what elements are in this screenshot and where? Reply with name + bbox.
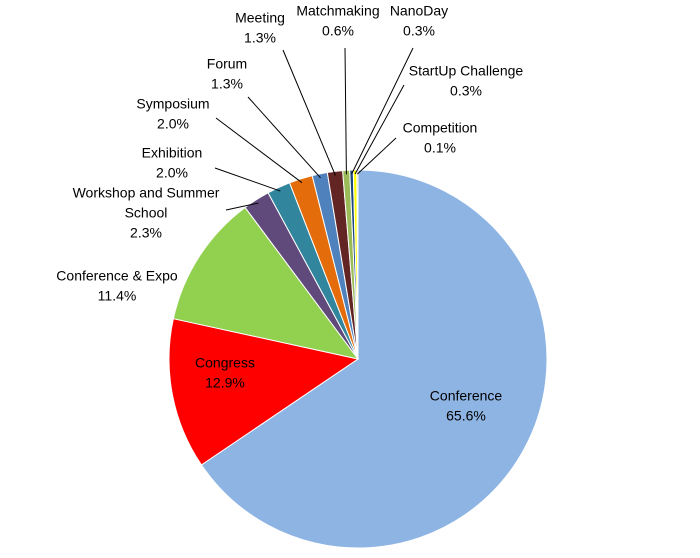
slice-name-label: Forum — [207, 56, 247, 72]
leader-line — [247, 96, 321, 179]
slice-value-label: 0.3% — [450, 83, 482, 99]
leader-line — [354, 84, 405, 175]
slice-labels: Conference 65.6% Congress 12.9% Conference &… — [56, 3, 523, 424]
slice-value-label: 0.3% — [403, 23, 435, 39]
slice-name-label: Conference — [430, 388, 503, 404]
slice-name-label: Competition — [403, 120, 478, 136]
slice-label: Exhibition 2.0% — [142, 145, 203, 181]
leader-line — [344, 47, 347, 175]
slice-name-label: Congress — [195, 355, 255, 371]
slice-label: Conference 65.6% — [430, 388, 503, 424]
slice-name-label: NanoDay — [390, 3, 448, 19]
slice-value-label: 1.3% — [244, 30, 276, 46]
slice-label: Congress 12.9% — [195, 355, 255, 391]
slice-label: Conference & Expo 11.4% — [56, 268, 178, 304]
pie-slice-conference — [200, 169, 548, 549]
slice-name-label: Exhibition — [142, 145, 203, 161]
slice-label: Symposium 2.0% — [136, 96, 209, 132]
slice-value-label: 2.3% — [130, 225, 162, 241]
pie-slice-conference-expo — [172, 206, 360, 360]
slice-label: StartUp Challenge 0.3% — [409, 63, 524, 99]
leader-line — [214, 167, 281, 192]
leader-line — [351, 47, 414, 175]
slice-value-label: 65.6% — [446, 408, 486, 424]
slice-value-label: 1.3% — [211, 76, 243, 92]
leader-line — [282, 49, 336, 176]
slice-name-label: StartUp Challenge — [409, 63, 524, 79]
leader-line — [225, 202, 259, 211]
slice-label: Workshop and Summer School 2.3% — [73, 185, 220, 241]
slice-name-label: Conference & Expo — [56, 268, 178, 284]
leader-line — [357, 137, 397, 175]
slice-label: NanoDay 0.3% — [390, 3, 448, 39]
slice-label: Matchmaking 0.6% — [296, 3, 379, 39]
slice-value-label: 0.6% — [322, 23, 354, 39]
slice-label: Meeting 1.3% — [235, 10, 285, 46]
slice-name-label: Symposium — [136, 96, 209, 112]
pie-slice-congress — [168, 318, 360, 466]
leader-line — [215, 117, 303, 184]
slice-label: Competition 0.1% — [403, 120, 478, 156]
pie-slices — [168, 169, 548, 549]
slice-name-label: Matchmaking — [296, 3, 379, 19]
slice-name-label: School — [125, 205, 168, 221]
slice-value-label: 2.0% — [157, 116, 189, 132]
slice-name-label: Workshop and Summer — [73, 185, 220, 201]
slice-name-label: Meeting — [235, 10, 285, 26]
slice-value-label: 2.0% — [156, 165, 188, 181]
leader-lines — [214, 47, 414, 211]
slice-label: Forum 1.3% — [207, 56, 247, 92]
slice-value-label: 0.1% — [424, 140, 456, 156]
slice-value-label: 12.9% — [205, 375, 245, 391]
slice-value-label: 11.4% — [98, 288, 137, 304]
